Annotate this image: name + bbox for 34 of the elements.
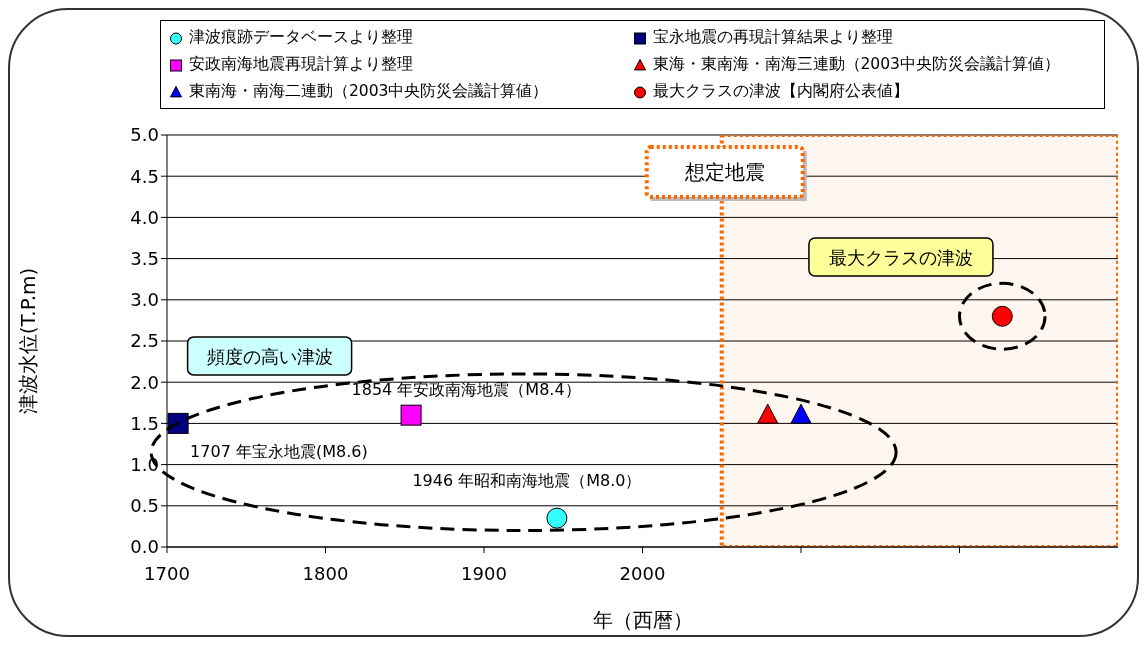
point bbox=[546, 507, 568, 529]
annotation: 頻度の高い津波 bbox=[206, 345, 333, 367]
point bbox=[400, 404, 422, 426]
band-label: 想定地震 bbox=[683, 160, 765, 184]
callout-box: 想定地震 bbox=[644, 145, 807, 201]
x-tick-label: 2000 bbox=[619, 562, 666, 584]
legend-label: 宝永地震の再現計算結果より整理 bbox=[652, 27, 893, 48]
point bbox=[790, 403, 812, 424]
legend-label: 東南海・南海二連動（2003中央防災会議計算値） bbox=[189, 81, 549, 102]
legend-label: 東海・東南海・南海三連動（2003中央防災会議計算値） bbox=[652, 54, 1060, 75]
annotation: 1854 年安政南海地震（M8.4） bbox=[351, 380, 581, 400]
legend-label: 安政南海地震再現計算より整理 bbox=[189, 54, 413, 75]
x-tick-label: 1900 bbox=[461, 562, 507, 584]
y-tick-label: 1.5 bbox=[130, 412, 159, 434]
y-tick-label: 3.5 bbox=[130, 247, 159, 269]
y-tick-label: 4.0 bbox=[130, 206, 159, 228]
x-tick-label: 1700 bbox=[144, 562, 190, 584]
x-tick-label: 1800 bbox=[302, 562, 349, 584]
point bbox=[757, 403, 779, 424]
y-tick-label: 3.0 bbox=[130, 289, 159, 311]
y-tick-label: 2.0 bbox=[130, 371, 159, 393]
y-axis-title: 津波水位(T.P.m) bbox=[16, 267, 41, 415]
y-tick-label: 4.5 bbox=[130, 165, 159, 187]
y-tick-label: 2.5 bbox=[130, 330, 159, 352]
point bbox=[991, 305, 1013, 327]
x-axis-title: 年（西暦） bbox=[592, 608, 693, 632]
y-tick-label: 0.5 bbox=[130, 495, 159, 517]
legend-label: 最大クラスの津波【内閣府公表値】 bbox=[652, 81, 909, 102]
annotation: 1946 年昭和南海地震（M8.0） bbox=[412, 471, 642, 491]
y-tick-label: 0.0 bbox=[130, 536, 159, 558]
annotation: 1707 年宝永地震(M8.6) bbox=[190, 442, 368, 462]
annotation: 最大クラスの津波 bbox=[828, 247, 973, 268]
legend-label: 津波痕跡データベースより整理 bbox=[189, 27, 413, 48]
y-tick-label: 5.0 bbox=[130, 124, 159, 146]
